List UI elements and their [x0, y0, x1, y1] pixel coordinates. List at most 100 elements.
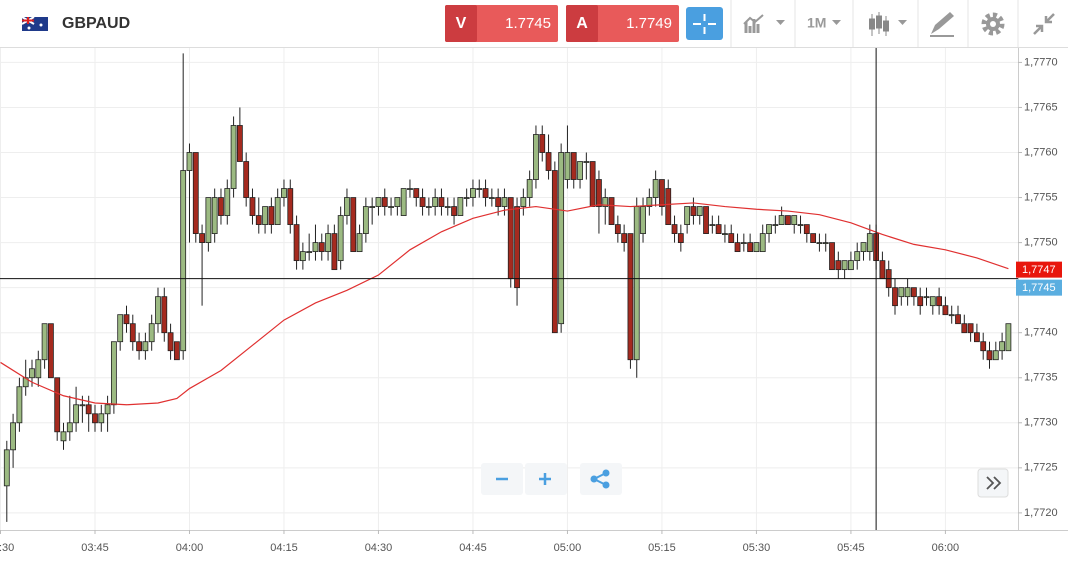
candle-body — [640, 206, 646, 234]
candle-body — [413, 188, 420, 198]
candle-body — [199, 233, 205, 244]
candle-body — [249, 197, 256, 216]
candle-body — [117, 314, 124, 343]
grid — [0, 48, 1018, 530]
candle-body — [608, 197, 615, 225]
x-tick-label: 06:00 — [932, 542, 960, 554]
candle-body — [715, 224, 722, 234]
candle-body — [703, 206, 709, 234]
candle-body — [155, 296, 161, 325]
sell-button[interactable]: V 1.7745 — [445, 5, 558, 42]
candle-body — [564, 152, 571, 180]
candle-body — [79, 404, 86, 407]
candle-body — [797, 224, 804, 226]
candle-body — [451, 206, 457, 216]
candle-body — [929, 296, 936, 307]
candle-body — [677, 233, 684, 244]
y-tick-label: 1,7750 — [1024, 237, 1058, 249]
candle-body — [696, 206, 703, 216]
candle-body — [942, 305, 949, 316]
candle-body — [728, 233, 735, 244]
price-marker — [1016, 261, 1062, 278]
x-tick-label: 05:30 — [743, 542, 771, 554]
sell-price: 1.7745 — [505, 15, 551, 32]
candle-body — [318, 242, 325, 253]
scroll-end-button[interactable] — [977, 468, 1009, 498]
candle-body — [482, 188, 489, 198]
y-tick-label: 1,7755 — [1024, 191, 1058, 203]
candle-body — [92, 413, 98, 424]
price-marker-label: 1,7747 — [1022, 264, 1056, 276]
x-tick-label: 05:45 — [837, 542, 865, 554]
candle-body — [911, 287, 917, 298]
candle-body — [470, 188, 476, 198]
candle-body — [992, 350, 999, 361]
indicator-button[interactable] — [743, 14, 785, 33]
candle-body — [236, 125, 243, 162]
candle-body — [60, 431, 67, 442]
candle-body — [803, 224, 810, 234]
buy-button[interactable]: A 1.7749 — [566, 5, 679, 42]
candle-body — [268, 206, 275, 225]
candle-body — [866, 233, 873, 253]
candle-body — [394, 197, 401, 207]
candle-body — [444, 206, 451, 208]
candle-body — [299, 251, 306, 262]
moving-average — [0, 202, 1009, 406]
x-tick-label: 04:00 — [176, 542, 204, 554]
candle-body — [974, 332, 980, 343]
candle-body — [123, 314, 130, 325]
candle-body — [180, 170, 187, 352]
candle-body — [47, 323, 54, 379]
candle-body — [419, 197, 426, 207]
candle-body — [356, 233, 363, 253]
candle-body — [161, 296, 168, 334]
symbol: GBPAUD — [62, 15, 130, 32]
y-tick-label: 1,7735 — [1024, 372, 1058, 384]
candle-body — [495, 197, 502, 207]
x-tick-label: 04:15 — [270, 542, 298, 554]
candle-body — [986, 350, 993, 361]
candle-body — [659, 179, 665, 207]
candle-body — [362, 206, 369, 234]
flag-icon — [21, 16, 48, 31]
candle-body — [520, 197, 527, 207]
collapse-button[interactable] — [1033, 13, 1055, 35]
y-tick-label: 1,7725 — [1024, 462, 1058, 474]
y-tick-label: 1,7740 — [1024, 327, 1058, 339]
zoom-in-button[interactable] — [525, 463, 567, 495]
candle-body — [596, 179, 602, 207]
candle-body — [350, 197, 357, 253]
draw-button[interactable] — [930, 12, 954, 37]
candle-body — [476, 188, 483, 190]
candle-body — [211, 197, 218, 234]
candle-body — [860, 242, 867, 253]
crosshair-button[interactable] — [686, 7, 723, 40]
candle-body — [10, 422, 16, 451]
candle-body — [980, 341, 987, 352]
candle-body — [923, 296, 930, 299]
timeframe-button[interactable]: 1M — [807, 15, 841, 31]
x-tick-label: 05:15 — [648, 542, 676, 554]
candle-body — [186, 152, 193, 171]
candle-body — [287, 188, 294, 225]
share-button[interactable] — [580, 463, 622, 495]
candle-body — [388, 206, 394, 208]
candle-body — [854, 251, 861, 262]
candle-body — [665, 188, 672, 225]
candle-body — [142, 341, 149, 352]
chart-type-button[interactable] — [869, 12, 908, 36]
settings-button[interactable] — [981, 12, 1005, 36]
candle-body — [1005, 323, 1012, 352]
candle-body — [589, 161, 596, 207]
candle-body — [85, 404, 92, 415]
candle-body — [583, 161, 590, 163]
y-tick-label: 1,7730 — [1024, 417, 1058, 429]
candle-body — [255, 215, 262, 225]
zoom-out-button[interactable] — [481, 463, 523, 495]
price-marker-label: 1,7745 — [1022, 282, 1056, 294]
y-tick-label: 1,7760 — [1024, 146, 1058, 158]
candle-body — [904, 287, 911, 298]
overlay: 1,7720 1,7725 1,7730 1,7735 1,7740 1,7745 1,77… — [0, 48, 1062, 554]
